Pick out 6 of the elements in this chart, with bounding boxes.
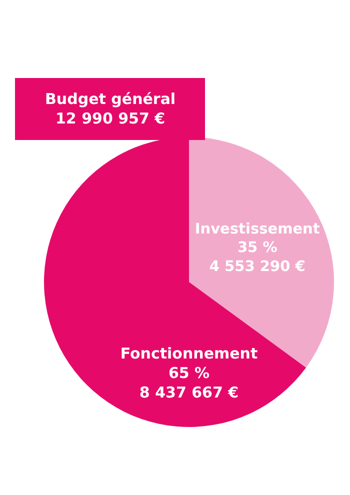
chart-subtitle: 12 990 957 € [55, 110, 166, 128]
data-label: 65 % 8 437 667 € [139, 364, 239, 402]
slice-label: Fonctionnement [120, 344, 258, 363]
chart-title: Budget général [45, 90, 176, 108]
data-label: 35 % 4 553 290 € [209, 240, 306, 276]
slice-label: Investissement [194, 221, 320, 238]
